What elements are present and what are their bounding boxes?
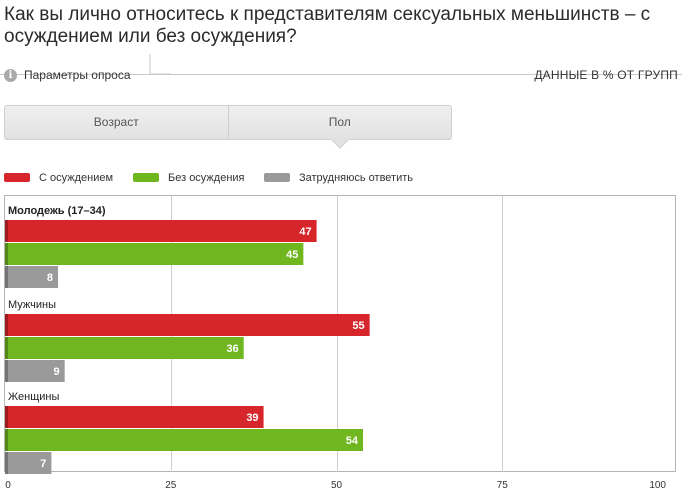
x-tick-label: 50 [331,480,343,491]
bar-value-label: 39 [246,412,258,424]
bar-value-label: 45 [286,249,298,261]
params-divider [0,74,682,75]
bar-edge [5,337,8,359]
x-tick-label: 100 [649,480,666,491]
group-tabs: Возраст Пол [4,105,452,140]
bar-edge [5,243,8,265]
tab-gender[interactable]: Пол [227,106,452,139]
bar-value-label: 54 [346,435,359,447]
x-tick-label: 0 [5,480,11,491]
bar-value-label: 47 [299,226,311,238]
bar-value-label: 8 [47,272,53,284]
survey-params-link[interactable]: Параметры опроса [24,68,131,82]
page-title: Как вы лично относитесь к представителям… [4,4,651,47]
category-label: Молодежь (17–34) [8,205,106,217]
chart-frame [4,195,676,472]
legend-label-unsure: Затрудняюсь ответить [299,172,414,184]
bar[interactable] [5,429,364,451]
legend-label-no-condemn: Без осуждения [168,172,245,184]
x-tick-label: 75 [497,480,509,491]
legend-swatch-no-condemn [133,173,159,182]
bar-edge [5,220,8,242]
bar-value-label: 9 [54,366,60,378]
bar-edge [5,429,8,451]
bar-edge [5,314,8,336]
bar[interactable] [5,406,264,428]
bar[interactable] [5,220,317,242]
info-icon[interactable]: i [4,69,17,82]
bar-value-label: 55 [352,320,364,332]
category-label: Мужчины [8,299,56,311]
bar[interactable] [5,452,52,474]
bar-value-label: 36 [226,343,238,355]
bar[interactable] [5,360,65,382]
tab-age[interactable]: Возраст [93,115,139,129]
active-tab-pointer [331,139,349,149]
bar-edge [5,266,8,288]
bar[interactable] [5,266,59,288]
bar-edge [5,406,8,428]
legend-label-condemn: С осуждением [39,172,114,184]
category-label: Женщины [8,391,59,403]
legend-swatch-condemn [4,173,30,182]
bar[interactable] [5,337,244,359]
bar[interactable] [5,314,370,336]
units-label: ДАННЫЕ В % ОТ ГРУПП [534,68,678,82]
legend-swatch-unsure [264,173,290,182]
x-tick-label: 25 [165,480,177,491]
bar-edge [5,360,8,382]
bar[interactable] [5,243,304,265]
bar-edge [5,452,8,474]
bar-value-label: 7 [40,458,46,470]
